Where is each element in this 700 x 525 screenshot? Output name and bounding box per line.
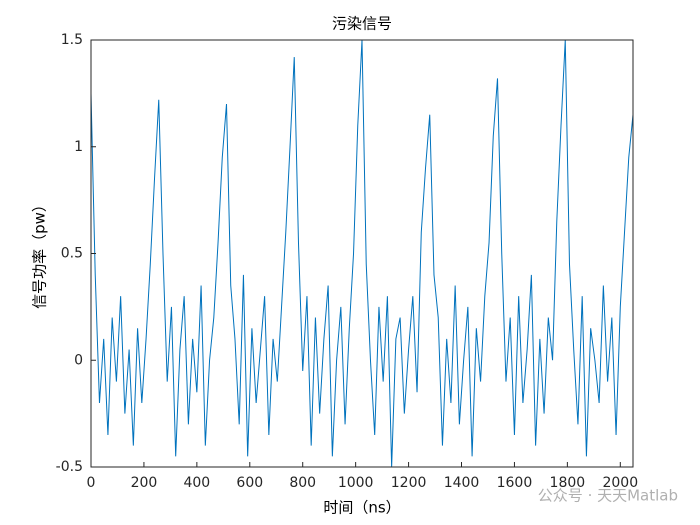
plot-area <box>90 39 634 468</box>
axes-box <box>90 39 634 468</box>
x-tick-label: 800 <box>289 475 316 491</box>
watermark: 公众号 · 天天Matlab <box>538 487 678 505</box>
x-tick-label: 2000 <box>602 475 638 491</box>
x-tick-label: 200 <box>131 475 158 491</box>
x-tick-label: 1600 <box>497 475 533 491</box>
x-tick-label: 1400 <box>444 475 480 491</box>
y-tick-label: 0 <box>74 352 83 368</box>
y-tick-label: 1.5 <box>61 32 83 48</box>
line-series <box>90 39 634 468</box>
y-tick-label: 0.5 <box>61 246 83 262</box>
y-tick-label: -0.5 <box>56 459 83 475</box>
x-tick-label: 0 <box>87 475 96 491</box>
x-tick-label: 1000 <box>338 475 374 491</box>
x-tick-label: 400 <box>183 475 210 491</box>
chart-title: 污染信号 <box>332 15 392 33</box>
x-tick-label: 600 <box>236 475 263 491</box>
y-axis-label: 信号功率（pw） <box>31 197 49 309</box>
x-axis-label: 时间（ns） <box>323 499 400 517</box>
x-tick-label: 1200 <box>391 475 427 491</box>
x-tick-label: 1800 <box>550 475 586 491</box>
y-tick-label: 1 <box>74 139 83 155</box>
